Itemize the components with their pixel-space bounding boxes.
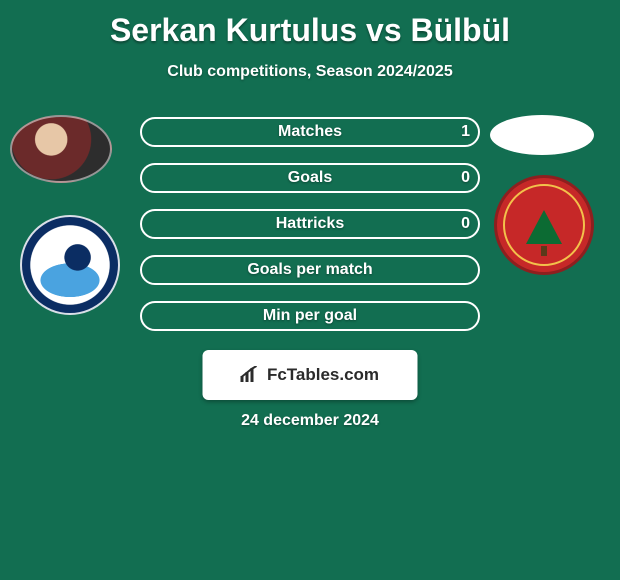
stat-row-goals: Goals 0 <box>0 156 620 202</box>
stat-right-value: 1 <box>461 117 470 147</box>
source-badge-text: FcTables.com <box>267 365 379 385</box>
stat-right-value: 0 <box>461 209 470 239</box>
stat-label: Matches <box>140 117 480 147</box>
source-badge[interactable]: FcTables.com <box>203 350 418 400</box>
comparison-card: Serkan Kurtulus vs Bülbül Club competiti… <box>0 0 620 580</box>
stat-label: Goals <box>140 163 480 193</box>
stat-row-goals-per-match: Goals per match <box>0 248 620 294</box>
subtitle: Club competitions, Season 2024/2025 <box>0 63 620 81</box>
stat-label: Goals per match <box>140 255 480 285</box>
stat-label: Min per goal <box>140 301 480 331</box>
stat-right-value: 0 <box>461 163 470 193</box>
chart-icon <box>241 366 261 384</box>
stat-row-matches: Matches 1 <box>0 110 620 156</box>
stat-label: Hattricks <box>140 209 480 239</box>
page-title: Serkan Kurtulus vs Bülbül <box>0 0 620 49</box>
stat-row-min-per-goal: Min per goal <box>0 294 620 340</box>
stats-area: Matches 1 Goals 0 Hattricks 0 Goals per … <box>0 110 620 340</box>
generated-date: 24 december 2024 <box>0 412 620 430</box>
stat-row-hattricks: Hattricks 0 <box>0 202 620 248</box>
